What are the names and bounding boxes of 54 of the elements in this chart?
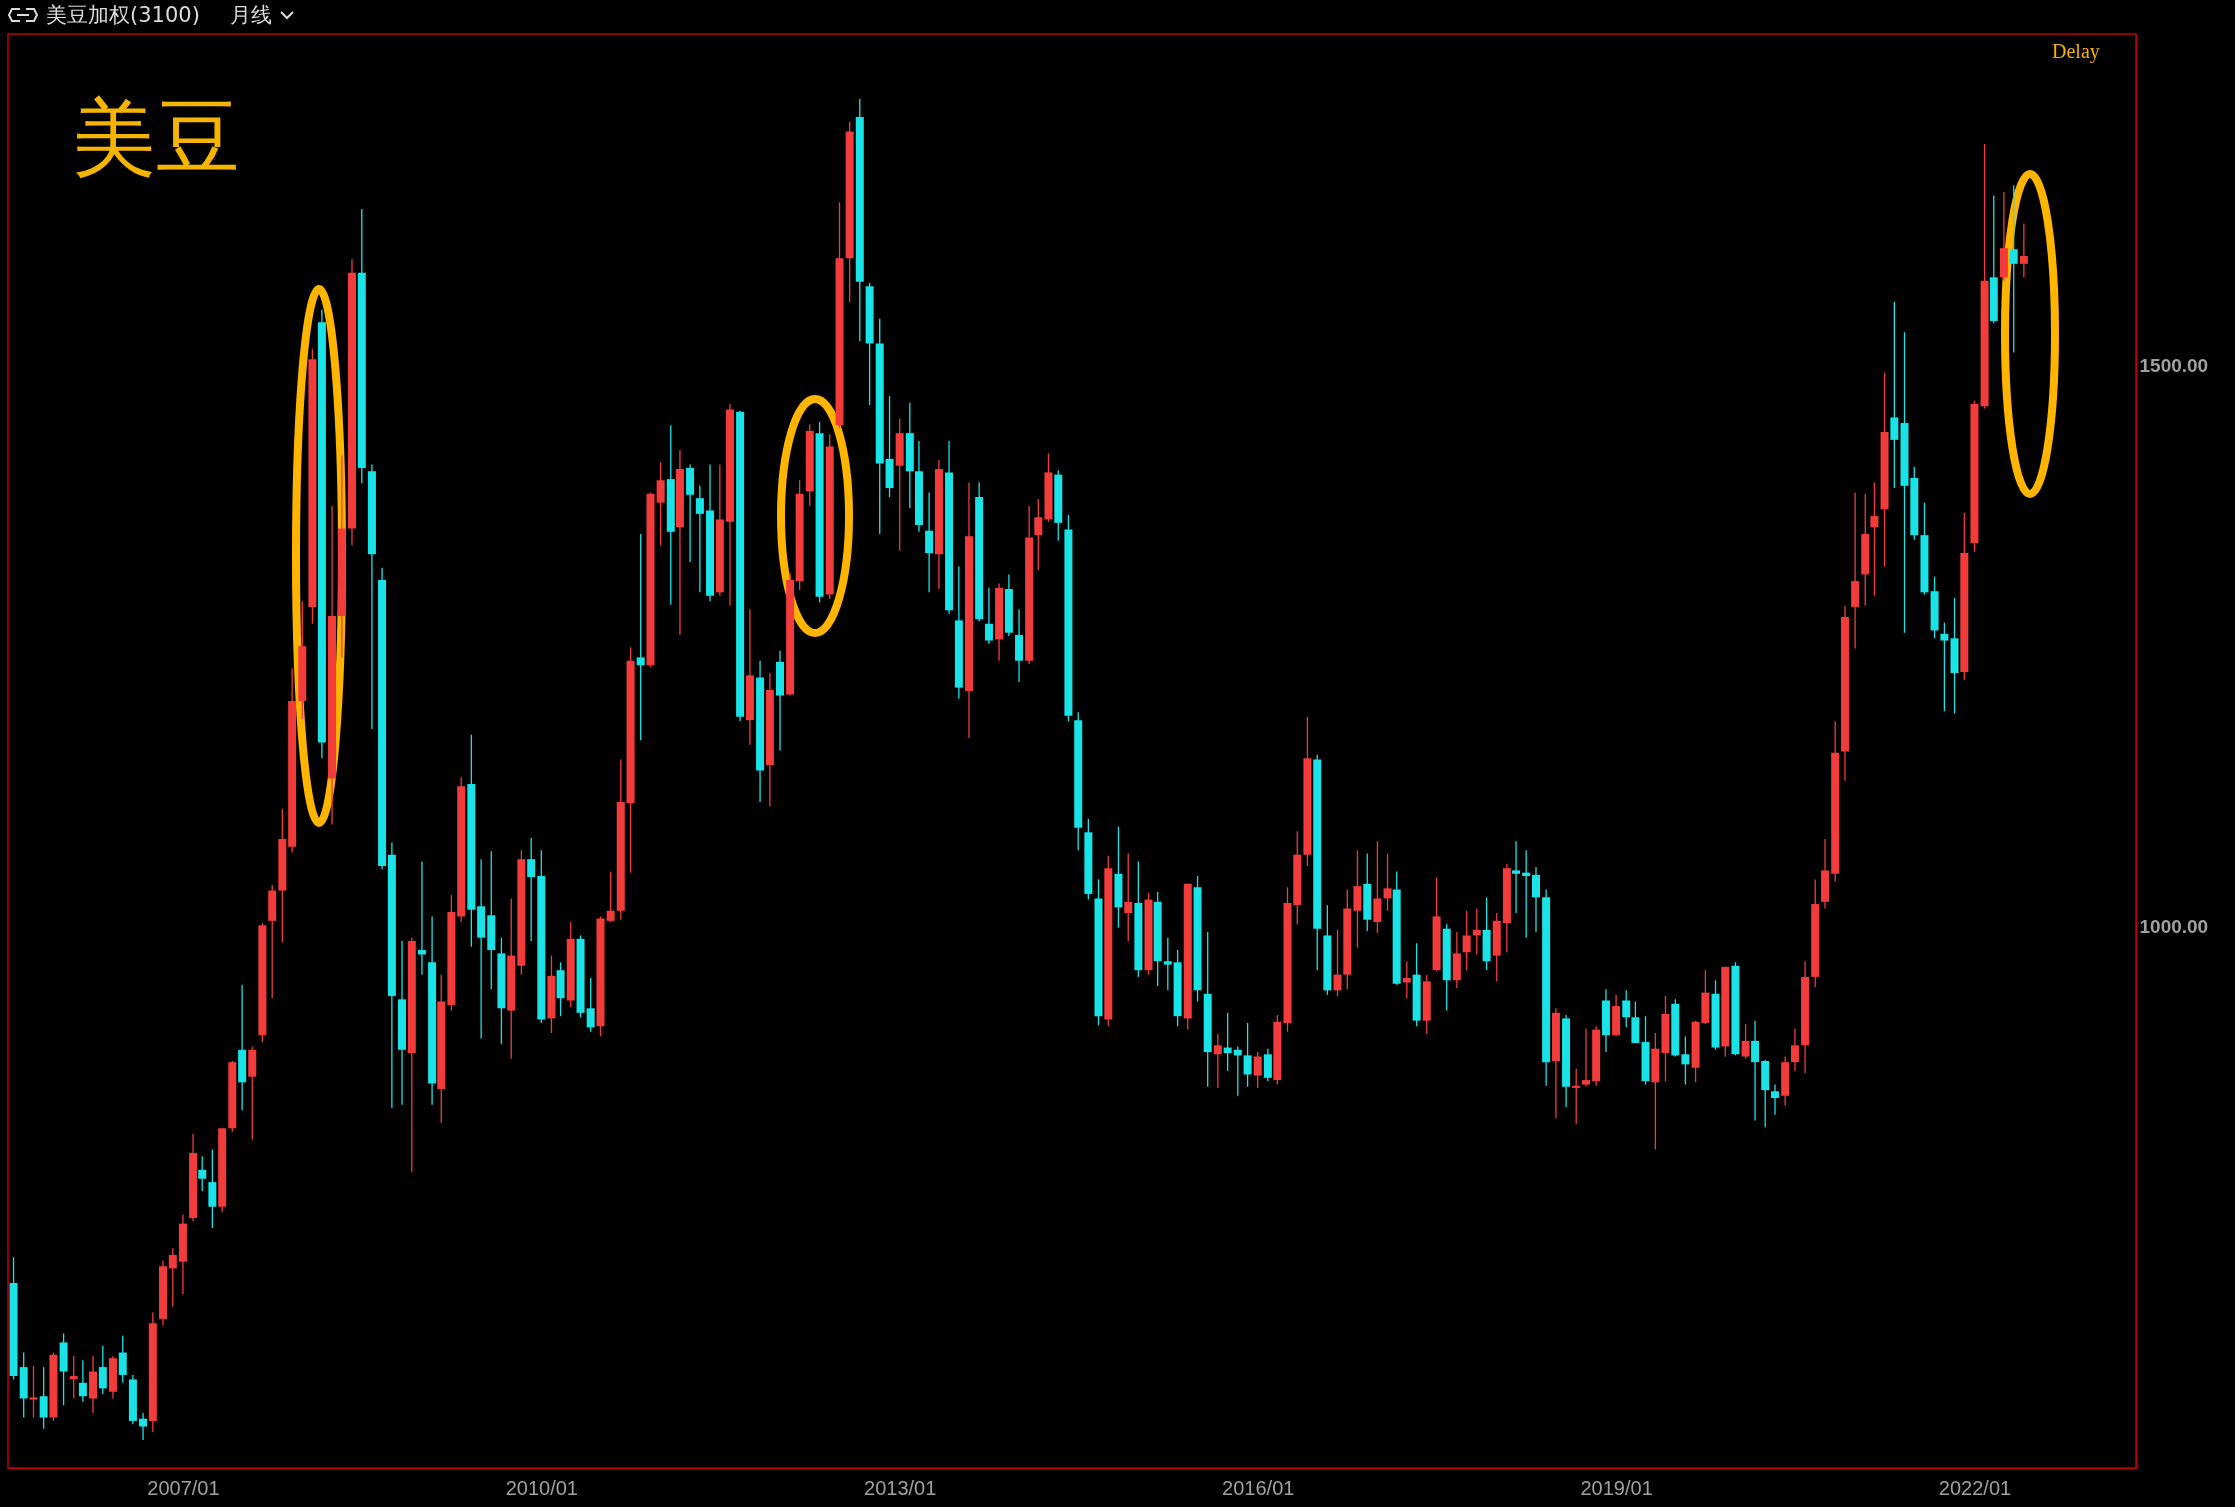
candlestick — [1870, 481, 1879, 597]
candlestick — [1253, 1051, 1262, 1089]
candlestick — [1213, 1033, 1222, 1089]
candlestick — [29, 1365, 38, 1419]
candlestick — [1263, 1048, 1272, 1082]
candlestick — [1163, 937, 1172, 992]
candlestick — [1741, 1023, 1750, 1060]
candlestick — [1582, 1027, 1591, 1088]
candlestick — [656, 461, 665, 546]
candlestick — [139, 1412, 148, 1441]
y-tick-label: 1000.00 — [2139, 915, 2209, 937]
annotation: 美豆 — [72, 88, 240, 189]
candlestick — [1383, 852, 1392, 912]
candlestick — [1034, 498, 1043, 571]
x-tick-label: 2013/01 — [864, 1476, 937, 1499]
candlestick — [636, 533, 645, 741]
candlestick — [586, 977, 595, 1033]
candlestick — [1402, 960, 1411, 999]
candlestick — [1462, 910, 1471, 971]
candlestick — [984, 587, 993, 645]
candlestick — [39, 1366, 48, 1430]
candlestick — [1243, 1022, 1252, 1088]
candlestick — [925, 491, 934, 593]
candlestick — [1771, 1083, 1780, 1116]
candlestick — [1333, 929, 1342, 997]
x-tick-label: 2007/01 — [147, 1476, 220, 1499]
candlestick — [198, 1155, 207, 1192]
candlestick — [1790, 1027, 1799, 1072]
annotation: Delay — [2052, 40, 2100, 63]
candlestick — [98, 1345, 107, 1395]
candlestick — [1124, 852, 1133, 942]
y-tick-label: 1500.00 — [2139, 355, 2209, 377]
chart-subtitle: 月线 — [229, 2, 272, 29]
candlestick — [2019, 222, 2028, 278]
candlestick — [1940, 621, 1949, 712]
candlestick — [1681, 1035, 1690, 1086]
candlestick — [695, 485, 704, 593]
candlestick — [1531, 866, 1540, 933]
candlestick — [78, 1359, 87, 1403]
candlestick — [168, 1247, 177, 1308]
candlestick — [1512, 840, 1521, 914]
candlestick — [1890, 301, 1899, 489]
candlestick — [2009, 184, 2018, 354]
x-tick-label: 2010/01 — [505, 1476, 578, 1499]
candlestick — [118, 1335, 127, 1384]
candlestick — [527, 837, 536, 942]
candlestick — [1373, 840, 1382, 934]
candlestick — [606, 870, 615, 923]
x-tick-label: 2022/01 — [1938, 1476, 2012, 1499]
candlestick — [1622, 989, 1631, 1029]
x-tick-label: 2019/01 — [1580, 1476, 1653, 1499]
candlestick — [1751, 1020, 1760, 1122]
chart-title: 美豆加权(3100) — [46, 2, 200, 29]
x-tick-label: 2016/01 — [1222, 1476, 1295, 1499]
